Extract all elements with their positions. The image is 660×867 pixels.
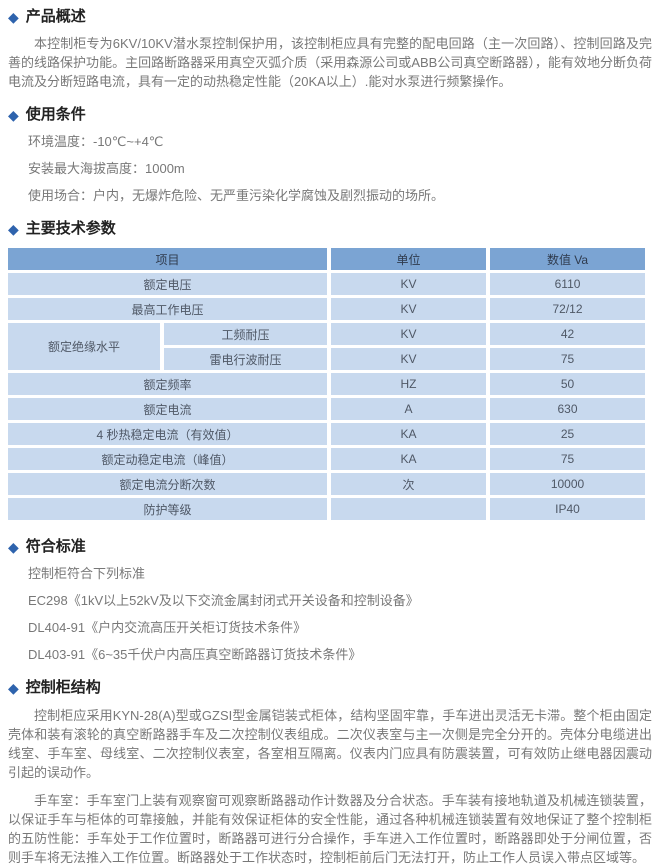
param-unit: KV (331, 348, 487, 370)
section-heading-standards: ◆ 符合标准 (8, 537, 652, 556)
param-unit: KA (331, 448, 487, 470)
param-unit: KV (331, 273, 487, 295)
table-row: 额定动稳定电流（峰值） KA 75 (8, 448, 646, 470)
diamond-bullet-icon: ◆ (8, 538, 19, 555)
parameters-table: 项目 单位 数值 Va 额定电压 KV 6110 最高工作电压 KV 72/12… (4, 245, 649, 523)
condition-line-temperature: 环境温度：-10℃~+4℃ (28, 134, 164, 149)
table-row: 雷电行波耐压 KV 75 (8, 348, 646, 370)
param-value: 6110 (490, 273, 646, 295)
param-item: 防护等级 (8, 498, 328, 520)
param-value: 50 (490, 373, 646, 395)
param-unit (331, 498, 487, 520)
table-row: 额定电流分断次数 次 10000 (8, 473, 646, 495)
section-overview: ◆ 产品概述 本控制柜专为6KV/10KV潜水泵控制保护用，该控制柜应具有完整的… (8, 7, 652, 91)
section-title-parameters: 主要技术参数 (25, 220, 116, 237)
condition-line-altitude: 安装最大海拔高度：1000m (28, 161, 185, 176)
param-value: 75 (490, 348, 646, 370)
param-unit: KV (331, 298, 487, 320)
param-item: 工频耐压 (164, 323, 328, 345)
column-header-item: 项目 (8, 248, 328, 270)
table-row: 额定电流 A 630 (8, 398, 646, 420)
param-value: 630 (490, 398, 646, 420)
standard-line-dl403: DL403-91《6~35千伏户内高压真空断路器订货技术条件》 (28, 647, 362, 662)
table-row: 额定绝缘水平 工频耐压 KV 42 (8, 323, 646, 370)
param-item: 额定动稳定电流（峰值） (8, 448, 328, 470)
column-header-unit: 单位 (331, 248, 487, 270)
param-item: 雷电行波耐压 (164, 348, 328, 370)
param-group: 额定绝缘水平 (8, 323, 160, 370)
table-row: 额定频率 HZ 50 (8, 373, 646, 395)
column-header-value: 数值 Va (490, 248, 646, 270)
section-structure: ◆ 控制柜结构 控制柜应采用KYN-28(A)型或GZSI型金属铠装式柜体，结构… (8, 678, 652, 867)
conditions-list: 环境温度：-10℃~+4℃ 安装最大海拔高度：1000m 使用场合：户内，无爆炸… (8, 132, 652, 205)
section-standards: ◆ 符合标准 控制柜符合下列标准 EC298《1kV以上52kV及以下交流金属封… (8, 537, 652, 664)
diamond-bullet-icon: ◆ (8, 106, 19, 123)
structure-paragraph-handcart: 手车室：手车室门上装有观察窗可观察断路器动作计数器及分合状态。手车装有接地轨道及… (8, 793, 652, 865)
table-row: 防护等级 IP40 (8, 498, 646, 520)
param-unit: KA (331, 423, 487, 445)
table-row: 4 秒热稳定电流（有效值） KA 25 (8, 423, 646, 445)
param-unit: 次 (331, 473, 487, 495)
param-value: 10000 (490, 473, 646, 495)
section-title-overview: 产品概述 (25, 8, 86, 25)
standards-list: 控制柜符合下列标准 EC298《1kV以上52kV及以下交流金属封闭式开关设备和… (8, 564, 652, 664)
param-item: 额定电压 (8, 273, 328, 295)
overview-paragraph: 本控制柜专为6KV/10KV潜水泵控制保护用，该控制柜应具有完整的配电回路（主一… (8, 36, 652, 89)
section-title-standards: 符合标准 (25, 538, 86, 555)
param-value: 72/12 (490, 298, 646, 320)
table-header-row: 项目 单位 数值 Va (8, 248, 646, 270)
table-row: 最高工作电压 KV 72/12 (8, 298, 646, 320)
section-parameters: ◆ 主要技术参数 项目 单位 数值 Va 额定电压 KV 6110 (8, 219, 652, 523)
section-heading-structure: ◆ 控制柜结构 (8, 678, 652, 697)
param-item: 额定电流 (8, 398, 328, 420)
param-item: 额定频率 (8, 373, 328, 395)
param-unit: A (331, 398, 487, 420)
section-heading-conditions: ◆ 使用条件 (8, 105, 652, 124)
section-conditions: ◆ 使用条件 环境温度：-10℃~+4℃ 安装最大海拔高度：1000m 使用场合… (8, 105, 652, 205)
param-unit: KV (331, 323, 487, 345)
diamond-bullet-icon: ◆ (8, 220, 19, 237)
standards-intro-line: 控制柜符合下列标准 (28, 566, 146, 581)
param-item: 最高工作电压 (8, 298, 328, 320)
param-value: 75 (490, 448, 646, 470)
structure-paragraph-cabinet: 控制柜应采用KYN-28(A)型或GZSI型金属铠装式柜体，结构坚固牢靠，手车进… (8, 708, 652, 780)
standard-line-ec298: EC298《1kV以上52kV及以下交流金属封闭式开关设备和控制设备》 (28, 593, 419, 608)
condition-line-environment: 使用场合：户内，无爆炸危险、无严重污染化学腐蚀及剧烈振动的场所。 (28, 188, 445, 203)
param-value: 42 (490, 323, 646, 345)
section-title-conditions: 使用条件 (25, 106, 86, 123)
param-value: IP40 (490, 498, 646, 520)
diamond-bullet-icon: ◆ (8, 8, 19, 25)
section-title-structure: 控制柜结构 (25, 679, 101, 696)
section-heading-overview: ◆ 产品概述 (8, 7, 652, 26)
standard-line-dl404: DL404-91《户内交流高压开关柜订货技术条件》 (28, 620, 307, 635)
param-item: 4 秒热稳定电流（有效值） (8, 423, 328, 445)
param-value: 25 (490, 423, 646, 445)
param-item: 额定电流分断次数 (8, 473, 328, 495)
param-unit: HZ (331, 373, 487, 395)
table-row: 额定电压 KV 6110 (8, 273, 646, 295)
section-heading-parameters: ◆ 主要技术参数 (8, 219, 652, 238)
diamond-bullet-icon: ◆ (8, 679, 19, 696)
